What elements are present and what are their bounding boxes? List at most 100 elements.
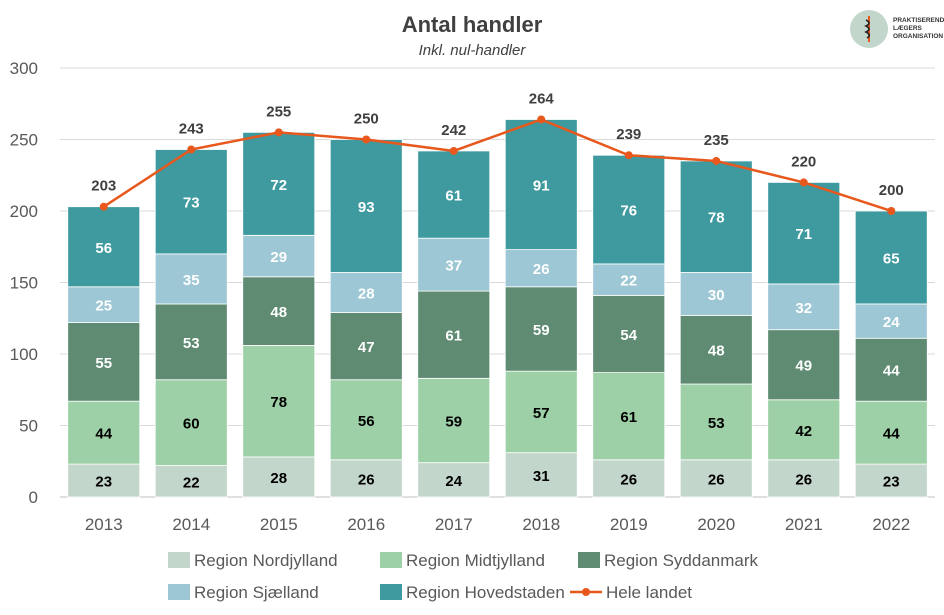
y-tick-label: 0: [29, 488, 38, 507]
total-label: 203: [91, 178, 116, 195]
data-label: 65: [883, 250, 900, 267]
data-label: 61: [620, 409, 637, 426]
bar-segment: [242, 131, 316, 236]
data-label: 22: [183, 474, 200, 491]
bar-segment: [854, 303, 928, 339]
legend-label: Region Nordjylland: [194, 551, 338, 570]
bar-segment: [767, 459, 841, 498]
bar-segment: [504, 452, 578, 498]
legend-marker: [582, 588, 590, 596]
legend-swatch: [380, 552, 402, 568]
x-tick-label: 2020: [697, 515, 735, 534]
y-tick-label: 250: [10, 131, 38, 150]
plo-logo: PRAKTISERENDE LÆGERS ORGANISATION: [850, 10, 944, 48]
data-label: 60: [183, 416, 200, 433]
data-label: 59: [533, 322, 550, 339]
x-tick-label: 2022: [872, 515, 910, 534]
data-label: 56: [95, 240, 112, 257]
line-point: [799, 178, 808, 187]
data-label: 57: [533, 405, 550, 422]
x-tick-label: 2015: [260, 515, 298, 534]
data-label: 28: [270, 470, 287, 487]
legend-label: Region Midtjylland: [406, 551, 545, 570]
legend-swatch: [380, 584, 402, 600]
data-label: 22: [620, 273, 637, 290]
data-label: 44: [883, 426, 900, 443]
y-tick-label: 200: [10, 202, 38, 221]
bar-segment: [679, 314, 753, 385]
data-label: 78: [708, 210, 725, 227]
data-label: 73: [183, 195, 200, 212]
total-label: 243: [179, 121, 204, 138]
bar-segment: [854, 463, 928, 498]
total-label: 220: [791, 153, 816, 170]
x-tick-label: 2013: [85, 515, 123, 534]
bar-segment: [329, 272, 403, 313]
x-tick-label: 2019: [610, 515, 648, 534]
y-tick-label: 50: [19, 417, 38, 436]
data-label: 24: [445, 473, 462, 490]
bar-segment: [329, 459, 403, 498]
data-label: 61: [445, 328, 462, 345]
data-label: 48: [708, 343, 725, 360]
data-label: 59: [445, 413, 462, 430]
total-label: 242: [441, 122, 466, 139]
data-label: 24: [883, 314, 900, 331]
data-label: 44: [95, 426, 112, 443]
data-label: 29: [270, 249, 287, 266]
bar-segment: [154, 379, 228, 466]
data-label: 31: [533, 468, 550, 485]
bar-segment: [242, 456, 316, 498]
y-tick-label: 300: [10, 59, 38, 78]
legend-swatch: [578, 552, 600, 568]
data-label: 42: [795, 423, 812, 440]
data-label: 78: [270, 394, 287, 411]
bar-segment: [592, 459, 666, 498]
bar-segment: [154, 465, 228, 498]
bar-segment: [504, 370, 578, 454]
data-label: 56: [358, 413, 375, 430]
data-label: 35: [183, 272, 200, 289]
bar-segment: [154, 149, 228, 255]
data-label: 76: [620, 203, 637, 220]
bar-segment: [854, 400, 928, 465]
x-tick-label: 2017: [435, 515, 473, 534]
bar-segment: [242, 276, 316, 346]
data-label: 37: [445, 258, 462, 275]
bar-segment: [417, 150, 491, 239]
line-point: [99, 202, 108, 211]
bar-segment: [767, 329, 841, 401]
line-point: [362, 135, 371, 144]
x-tick-label: 2021: [785, 515, 823, 534]
bar-segment: [679, 459, 753, 498]
bar-segment: [679, 272, 753, 316]
bar-segment: [329, 139, 403, 273]
bar-segment: [329, 312, 403, 381]
line-point: [712, 156, 721, 165]
data-label: 91: [533, 178, 550, 195]
total-label: 255: [266, 103, 291, 120]
data-label: 25: [95, 298, 112, 315]
bar-segment: [679, 160, 753, 273]
legend-swatch: [168, 584, 190, 600]
total-label: 200: [879, 182, 904, 199]
bar-segment: [504, 249, 578, 288]
bar-segment: [242, 345, 316, 458]
data-label: 26: [708, 471, 725, 488]
line-series: [103, 118, 892, 213]
bar-segment: [417, 462, 491, 498]
data-label: 54: [620, 327, 637, 344]
bar-segment: [767, 283, 841, 331]
data-label: 30: [708, 287, 725, 304]
data-label: 53: [183, 335, 200, 352]
data-label: 71: [795, 226, 812, 243]
legend-label: Region Sjælland: [194, 583, 319, 602]
total-label: 250: [354, 111, 379, 128]
data-label: 28: [358, 286, 375, 303]
legend-label: Hele landet: [606, 583, 692, 602]
bar-segment: [417, 377, 491, 464]
legend-label: Region Syddanmark: [604, 551, 759, 570]
bar-segment: [154, 303, 228, 381]
